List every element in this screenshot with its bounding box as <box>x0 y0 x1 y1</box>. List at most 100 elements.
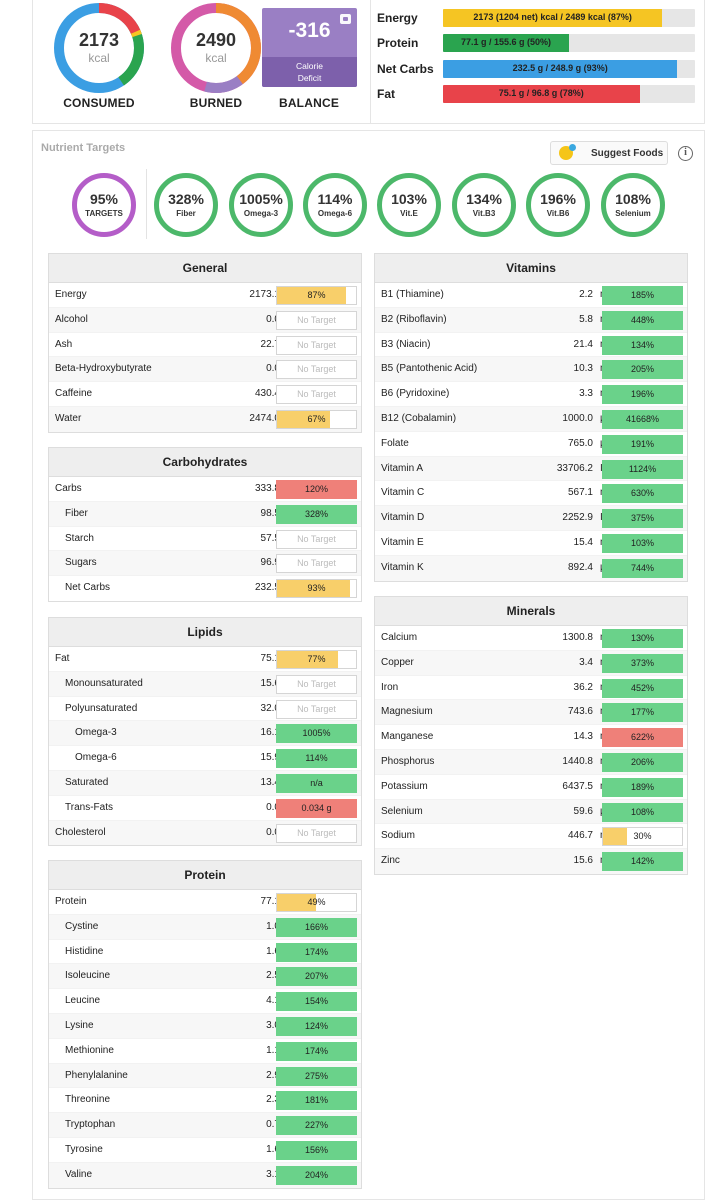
nutrient-target-bar[interactable]: 205% <box>602 360 683 380</box>
table-row[interactable]: B6 (Pyridoxine)3.3mg196% <box>375 382 687 407</box>
target-circle-omega-6[interactable]: 114% Omega-6 <box>303 173 367 237</box>
nutrient-target-bar[interactable]: 207% <box>276 967 357 987</box>
info-icon[interactable]: i <box>678 146 693 161</box>
nutrient-target-bar[interactable]: 77% <box>276 650 357 669</box>
suggest-foods-button[interactable]: Suggest Foods <box>550 141 668 165</box>
nutrient-target-bar[interactable]: 124% <box>276 1016 357 1036</box>
nutrient-target-bar[interactable]: 108% <box>602 802 683 822</box>
balance-box[interactable]: -316 Calorie Deficit <box>262 8 357 87</box>
nutrient-target-bar[interactable]: 373% <box>602 653 683 673</box>
nutrient-target-bar[interactable]: 0.034 g <box>276 798 357 818</box>
macro-bar[interactable]: 75.1 g / 96.8 g (78%) <box>443 85 695 103</box>
table-row[interactable]: B2 (Riboflavin)5.8mg448% <box>375 307 687 333</box>
nutrient-target-bar[interactable]: 166% <box>276 917 357 937</box>
nutrient-target-bar[interactable]: 206% <box>602 752 683 772</box>
table-row[interactable]: Omega-615.9g114% <box>49 746 361 771</box>
nutrient-target-bar[interactable]: 120% <box>276 480 357 499</box>
nutrient-target-bar[interactable]: 227% <box>276 1116 357 1136</box>
nutrient-target-bar[interactable]: 189% <box>602 777 683 797</box>
nutrient-target-bar[interactable]: 1005% <box>276 724 357 744</box>
nutrient-target-bar[interactable]: 622% <box>602 728 683 748</box>
nutrient-target-bar[interactable]: 744% <box>602 558 683 578</box>
nutrient-target-bar[interactable]: No Target <box>276 529 357 549</box>
nutrient-target-bar[interactable]: 328% <box>276 504 357 524</box>
nutrient-target-bar[interactable]: No Target <box>276 310 357 330</box>
nutrient-target-bar[interactable]: No Target <box>276 554 357 574</box>
nutrient-target-bar[interactable]: 375% <box>602 509 683 529</box>
nutrient-target-bar[interactable]: 93% <box>276 579 357 599</box>
nutrient-target-bar[interactable]: 67% <box>276 409 357 429</box>
nutrient-target-bar[interactable]: No Target <box>276 823 357 843</box>
target-circle-omega-3[interactable]: 1005% Omega-3 <box>229 173 293 237</box>
table-row[interactable]: Vitamin E15.4mg103% <box>375 531 687 556</box>
table-row[interactable]: B5 (Pantothenic Acid)10.3mg205% <box>375 357 687 383</box>
target-circle-vit-e[interactable]: 103% Vit.E <box>377 173 441 237</box>
target-circle-vit-b3[interactable]: 134% Vit.B3 <box>452 173 516 237</box>
nutrient-target-bar[interactable]: 448% <box>602 310 683 330</box>
table-row[interactable]: Omega-316.1g1005% <box>49 721 361 747</box>
nutrient-target-bar[interactable]: No Target <box>276 385 357 405</box>
burned-ring[interactable]: 2490 kcal <box>170 2 262 94</box>
nutrient-target-bar[interactable]: 134% <box>602 335 683 355</box>
consumed-ring[interactable]: 2173 kcal <box>53 2 145 94</box>
nutrient-target-bar[interactable]: 114% <box>276 749 357 769</box>
target-circle-selenium[interactable]: 108% Selenium <box>601 173 665 237</box>
nutrient-target-bar[interactable]: No Target <box>276 699 357 719</box>
target-circle-fiber[interactable]: 328% Fiber <box>154 173 218 237</box>
nutrient-target-bar[interactable]: 452% <box>602 678 683 698</box>
nutrient-target-bar[interactable]: 191% <box>602 434 683 454</box>
nutrient-target-bar[interactable]: 41668% <box>602 409 683 429</box>
nutrient-target-bar[interactable]: No Target <box>276 674 357 694</box>
table-row[interactable]: B12 (Cobalamin)1000.0µg41668% <box>375 406 687 432</box>
nutrient-target-bar[interactable]: 30% <box>602 827 683 847</box>
nutrient-target-bar[interactable]: No Target <box>276 360 357 380</box>
nutrient-target-bar[interactable]: 185% <box>602 286 683 305</box>
calendar-icon[interactable] <box>340 14 351 24</box>
nutrient-target-bar[interactable]: 275% <box>276 1066 357 1086</box>
nutrient-target-bar[interactable]: 196% <box>602 385 683 405</box>
nutrient-target-bar[interactable]: 154% <box>276 992 357 1012</box>
macro-bar[interactable]: 77.1 g / 155.6 g (50%) <box>443 34 695 52</box>
nutrient-target-bar[interactable]: 49% <box>276 893 357 912</box>
nutrient-target-bar[interactable]: 87% <box>276 286 357 305</box>
nutrient-target-bar[interactable]: 204% <box>276 1165 357 1185</box>
nutrient-target-bar[interactable]: 1124% <box>602 459 683 479</box>
nutrient-target-bar[interactable]: 103% <box>602 533 683 553</box>
table-row[interactable]: B3 (Niacin)21.4mg134% <box>375 333 687 358</box>
nutrient-target-bar[interactable]: 630% <box>602 484 683 504</box>
nutrient-target-bar[interactable]: No Target <box>276 335 357 355</box>
